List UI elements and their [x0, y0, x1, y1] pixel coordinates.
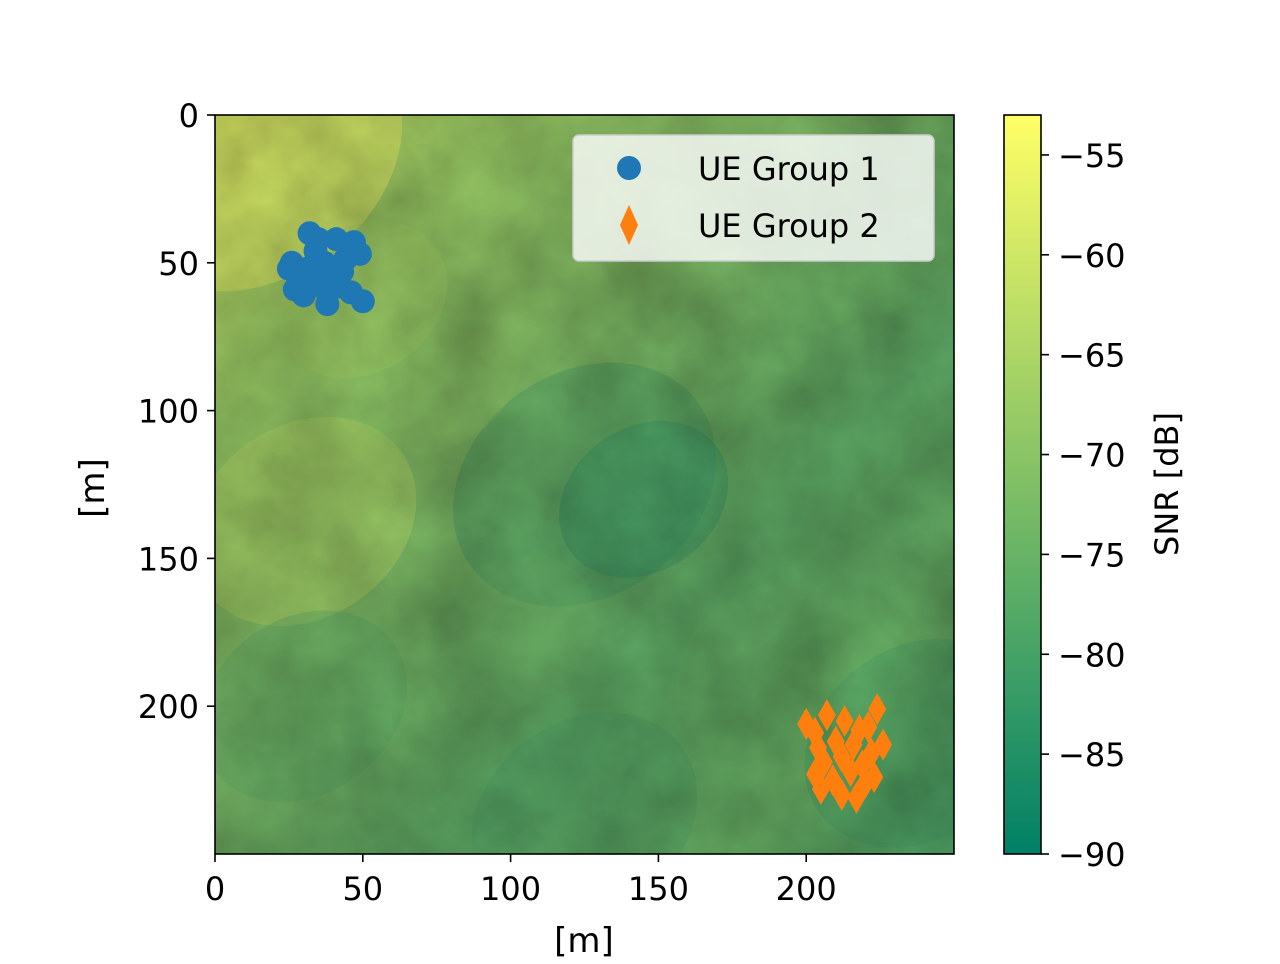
legend-marker-ue-group-2 [620, 205, 638, 245]
ue-group-2-point [847, 781, 866, 814]
colorbar-tick-label: −70 [1058, 437, 1126, 475]
ue-group-2-point [874, 728, 893, 761]
ue-group-1-point [291, 283, 316, 308]
colorbar-tick-label: −90 [1058, 836, 1126, 874]
colorbar: −55 −60 −65 −70 −75 −80 −85 −90 SNR [dB] [1003, 114, 1186, 874]
ue-group-1-point [330, 259, 355, 284]
ue-group-2-point [841, 755, 860, 788]
ue-group-2-point [817, 699, 836, 732]
ue-group-2-point [811, 772, 830, 805]
legend-box [572, 134, 935, 262]
y-tick-label: 200 [138, 688, 199, 726]
colorbar-gradient [1003, 114, 1042, 855]
x-tick-label: 50 [342, 870, 383, 908]
ue-group-2-point [835, 704, 854, 737]
colorbar-tick-label: −75 [1058, 536, 1126, 574]
ue-group-1-point [324, 227, 349, 252]
ue-group-2-point [868, 693, 887, 726]
legend-label-ue-group-2: UE Group 2 [698, 207, 880, 245]
colorbar-tick-label: −65 [1058, 337, 1126, 375]
colorbar-tick-label: −80 [1058, 636, 1126, 674]
ue-group-1-point [315, 292, 340, 317]
x-tick-label: 100 [480, 870, 541, 908]
ue-group-2-point [844, 728, 863, 761]
legend-marker-ue-group-1 [617, 156, 641, 180]
colorbar-tick-label: −85 [1058, 736, 1126, 774]
ue-group-1-point [276, 256, 301, 281]
y-tick-label: 150 [138, 540, 199, 578]
colorbar-ticks: −55 −60 −65 −70 −75 −80 −85 −90 [1041, 137, 1126, 874]
ue-group-1-point [303, 238, 328, 263]
legend: UE Group 1 UE Group 2 [572, 134, 935, 262]
y-tick-label: 0 [179, 97, 199, 135]
colorbar-tick-label: −55 [1058, 137, 1126, 175]
colorbar-tick-label: −60 [1058, 237, 1126, 275]
x-axis-label: [m] [554, 921, 614, 960]
legend-label-ue-group-1: UE Group 1 [698, 150, 880, 188]
y-axis-label: [m] [73, 458, 113, 518]
x-tick-label: 0 [205, 870, 225, 908]
y-axis: 0 50 100 150 200 [138, 97, 215, 726]
y-tick-label: 100 [138, 393, 199, 431]
x-axis: 0 50 100 150 200 [205, 854, 837, 908]
x-tick-label: 200 [776, 870, 837, 908]
ue-group-2-point [832, 778, 851, 811]
colorbar-label: SNR [dB] [1148, 412, 1186, 556]
plot-frame [214, 114, 955, 855]
ue-group-2-point [859, 710, 878, 743]
y-tick-label: 50 [158, 245, 199, 283]
ue-group-1-point [350, 289, 375, 314]
scatter-series [276, 221, 893, 814]
x-tick-label: 150 [628, 870, 689, 908]
